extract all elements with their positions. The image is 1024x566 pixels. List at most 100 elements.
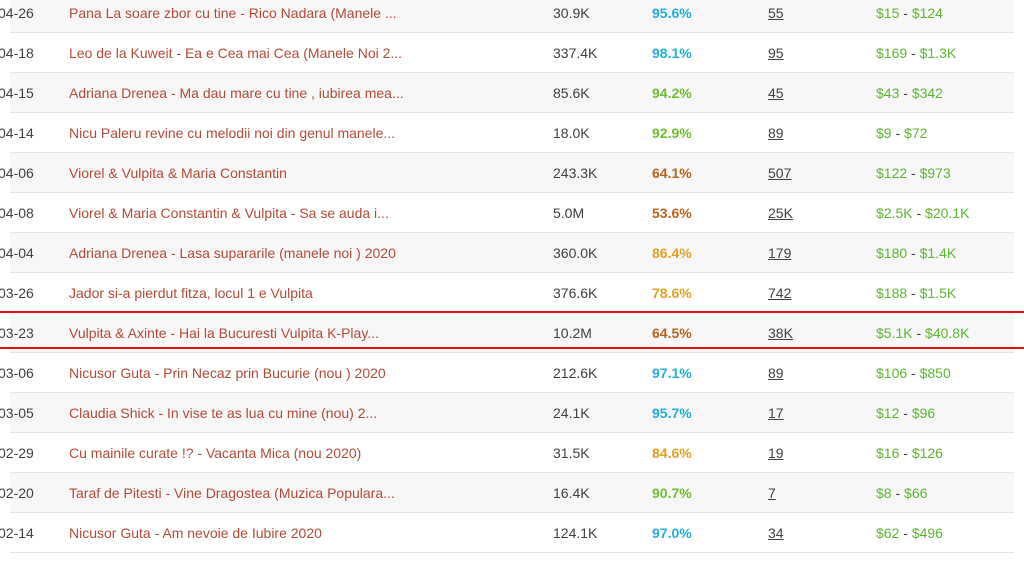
video-title-link[interactable]: Adriana Drenea - Ma dau mare cu tine , i…	[69, 85, 404, 101]
engagement-percent: 97.1%	[652, 365, 692, 381]
earnings-low: $2.5K	[876, 205, 913, 221]
engagement-percent: 95.6%	[652, 5, 692, 21]
comments-link[interactable]: 17	[768, 405, 784, 421]
earnings-low: $180	[876, 245, 908, 261]
video-title-link[interactable]: Jador si-a pierdut fitza, locul 1 e Vulp…	[69, 285, 313, 301]
table-row[interactable]: 03-23 Vulpita & Axinte - Hai la Bucuresti…	[0, 313, 1014, 353]
view-count: 16.4K	[553, 485, 590, 501]
table-row[interactable]: 03-26 Jador si-a pierdut fitza, locul 1 e…	[0, 273, 1014, 313]
earnings-high: $496	[911, 525, 943, 541]
earnings-low: $15	[876, 5, 900, 21]
engagement-percent: 95.7%	[652, 405, 692, 421]
earnings-separator: -	[907, 245, 920, 261]
earnings-separator: -	[899, 85, 912, 101]
view-count: 124.1K	[553, 525, 598, 541]
table-row[interactable]: 02-14 Nicusor Guta - Am nevoie de Iubire …	[0, 513, 1014, 553]
comments-link[interactable]: 55	[768, 5, 784, 21]
view-count: 30.9K	[553, 5, 590, 21]
video-title-link[interactable]: Nicusor Guta - Am nevoie de Iubire 2020	[69, 525, 322, 541]
estimated-earnings: $9 - $72	[876, 113, 927, 153]
table-row[interactable]: 04-15 Adriana Drenea - Ma dau mare cu tin…	[0, 73, 1014, 113]
publish-date: 04-04	[0, 245, 34, 261]
video-title-link[interactable]: Taraf de Pitesti - Vine Dragostea (Muzic…	[69, 485, 395, 501]
earnings-separator: -	[899, 405, 912, 421]
video-title-link[interactable]: Claudia Shick - In vise te as lua cu min…	[69, 405, 378, 421]
comments-link[interactable]: 7	[768, 485, 776, 501]
publish-date: 04-14	[0, 125, 34, 141]
earnings-low: $43	[876, 85, 900, 101]
comments-link[interactable]: 38K	[768, 325, 793, 341]
earnings-low: $106	[876, 365, 908, 381]
earnings-separator: -	[891, 485, 905, 501]
table-row[interactable]: 04-08 Viorel & Maria Constantin & Vulpita…	[0, 193, 1014, 233]
view-count: 376.6K	[553, 285, 598, 301]
estimated-earnings: $188 - $1.5K	[876, 273, 956, 313]
comments-link[interactable]: 25K	[768, 205, 793, 221]
earnings-separator: -	[912, 205, 926, 221]
view-count: 24.1K	[553, 405, 590, 421]
earnings-low: $12	[876, 405, 900, 421]
earnings-high: $20.1K	[925, 205, 970, 221]
table-row[interactable]: 02-29 Cu mainile curate !? - Vacanta Mica…	[0, 433, 1014, 473]
table-row[interactable]: 03-06 Nicusor Guta - Prin Necaz prin Bucu…	[0, 353, 1014, 393]
comments-link[interactable]: 89	[768, 365, 784, 381]
comments-link[interactable]: 95	[768, 45, 784, 61]
table-row[interactable]: 02-20 Taraf de Pitesti - Vine Dragostea (…	[0, 473, 1014, 513]
earnings-high: $72	[904, 125, 928, 141]
comments-link[interactable]: 19	[768, 445, 784, 461]
comments-link[interactable]: 507	[768, 165, 792, 181]
estimated-earnings: $15 - $124	[876, 0, 943, 33]
videos-table: 04-26 Pana La soare zbor cu tine - Rico N…	[0, 0, 1014, 553]
video-title-link[interactable]: Pana La soare zbor cu tine - Rico Nadara…	[69, 5, 397, 21]
table-row[interactable]: 04-14 Nicu Paleru revine cu melodii noi d…	[0, 113, 1014, 153]
engagement-percent: 64.1%	[652, 165, 692, 181]
estimated-earnings: $169 - $1.3K	[876, 33, 956, 73]
comments-link[interactable]: 45	[768, 85, 784, 101]
engagement-percent: 94.2%	[652, 85, 692, 101]
publish-date: 03-26	[0, 285, 34, 301]
earnings-low: $16	[876, 445, 900, 461]
estimated-earnings: $2.5K - $20.1K	[876, 193, 969, 233]
earnings-separator: -	[899, 445, 912, 461]
video-title-link[interactable]: Viorel & Vulpita & Maria Constantin	[69, 165, 287, 181]
estimated-earnings: $12 - $96	[876, 393, 935, 433]
table-row[interactable]: 04-26 Pana La soare zbor cu tine - Rico N…	[0, 0, 1014, 33]
publish-date: 02-20	[0, 485, 34, 501]
view-count: 85.6K	[553, 85, 590, 101]
earnings-separator: -	[907, 365, 920, 381]
view-count: 18.0K	[553, 125, 590, 141]
estimated-earnings: $43 - $342	[876, 73, 943, 113]
table-row[interactable]: 04-06 Viorel & Vulpita & Maria Constantin…	[0, 153, 1014, 193]
estimated-earnings: $180 - $1.4K	[876, 233, 956, 273]
comments-link[interactable]: 89	[768, 125, 784, 141]
video-title-link[interactable]: Leo de la Kuweit - Ea e Cea mai Cea (Man…	[69, 45, 403, 61]
view-count: 5.0M	[553, 205, 585, 221]
video-title-link[interactable]: Vulpita & Axinte - Hai la Bucuresti Vulp…	[69, 325, 379, 341]
comments-link[interactable]: 742	[768, 285, 792, 301]
earnings-separator: -	[899, 525, 912, 541]
estimated-earnings: $122 - $973	[876, 153, 951, 193]
publish-date: 03-06	[0, 365, 34, 381]
estimated-earnings: $8 - $66	[876, 473, 927, 513]
video-title-link[interactable]: Cu mainile curate !? - Vacanta Mica (nou…	[69, 445, 362, 461]
earnings-high: $40.8K	[925, 325, 970, 341]
table-row[interactable]: 03-05 Claudia Shick - In vise te as lua c…	[0, 393, 1014, 433]
video-title-link[interactable]: Viorel & Maria Constantin & Vulpita - Sa…	[69, 205, 389, 221]
publish-date: 04-08	[0, 205, 34, 221]
video-title-link[interactable]: Adriana Drenea - Lasa supararile (manele…	[69, 245, 396, 261]
earnings-separator: -	[891, 125, 905, 141]
earnings-low: $9	[876, 125, 892, 141]
video-title-link[interactable]: Nicusor Guta - Prin Necaz prin Bucurie (…	[69, 365, 386, 381]
publish-date: 03-23	[0, 325, 34, 341]
comments-link[interactable]: 34	[768, 525, 784, 541]
publish-date: 04-26	[0, 5, 34, 21]
earnings-high: $96	[911, 405, 936, 421]
earnings-high: $342	[911, 85, 943, 101]
highlight-line-bottom	[0, 347, 1024, 349]
view-count: 243.3K	[553, 165, 598, 181]
video-title-link[interactable]: Nicu Paleru revine cu melodii noi din ge…	[69, 125, 396, 141]
table-row[interactable]: 04-18 Leo de la Kuweit - Ea e Cea mai Cea…	[0, 33, 1014, 73]
earnings-low: $5.1K	[876, 325, 913, 341]
comments-link[interactable]: 179	[768, 245, 792, 261]
table-row[interactable]: 04-04 Adriana Drenea - Lasa supararile (m…	[0, 233, 1014, 273]
